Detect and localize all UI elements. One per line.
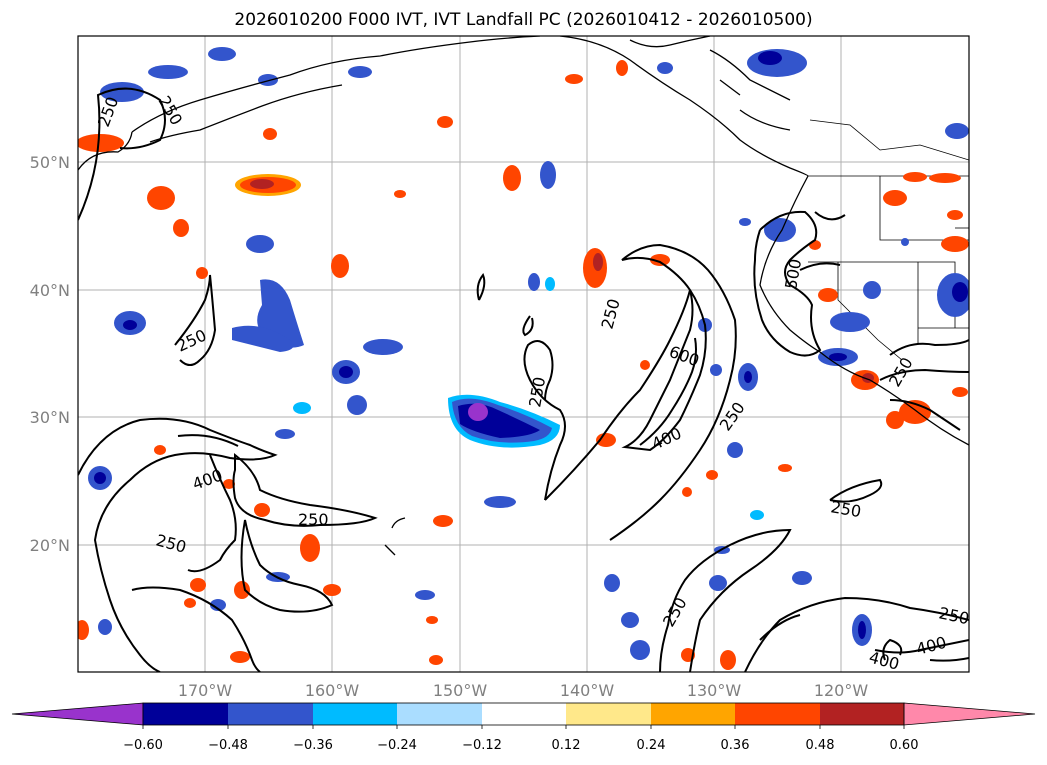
colorbar-segment	[651, 703, 735, 725]
colorbar-segment	[397, 703, 482, 725]
colorbar-extend-high	[903, 702, 1036, 726]
lon-label: 120°W	[814, 681, 869, 700]
lon-label: 170°W	[178, 681, 233, 700]
colorbar-segment	[735, 703, 820, 725]
colorbar-tick-label: 0.48	[806, 738, 835, 753]
colorbar-tick-label: −0.24	[377, 738, 417, 753]
negative-pc-areas	[88, 47, 969, 660]
colorbar-segment	[482, 703, 566, 725]
lat-label: 40°N	[30, 281, 70, 300]
lon-label: 160°W	[305, 681, 360, 700]
lat-label: 30°N	[30, 408, 70, 427]
ivt-contours	[78, 87, 969, 672]
map-border	[77, 35, 970, 673]
lon-label: 140°W	[560, 681, 615, 700]
colorbar-tick-label: −0.60	[123, 738, 163, 753]
colorbar-tick-label: 0.24	[637, 738, 666, 753]
colorbar-segment	[313, 703, 397, 725]
lat-label: 50°N	[30, 153, 70, 172]
coastlines	[78, 36, 969, 556]
colorbar-extend-low	[11, 702, 144, 726]
lat-label: 20°N	[30, 536, 70, 555]
colorbar: −0.60 −0.48 −0.36 −0.24 −0.12 0.12 0.24 …	[11, 702, 1036, 753]
colorbar-tick-label: 0.60	[890, 738, 919, 753]
colorbar-tick-label: 0.12	[552, 738, 581, 753]
lon-label: 130°W	[687, 681, 742, 700]
colorbar-segment	[820, 703, 904, 725]
latitude-labels: 50°N 40°N 30°N 20°N	[30, 153, 70, 555]
colorbar-segment	[228, 703, 313, 725]
colorbar-tick-label: −0.36	[293, 738, 333, 753]
longitude-labels: 170°W 160°W 150°W 140°W 130°W 120°W	[178, 681, 869, 700]
colorbar-tick-label: −0.48	[208, 738, 248, 753]
colorbar-segment	[566, 703, 651, 725]
lon-label: 150°W	[433, 681, 488, 700]
colorbar-tick-label: 0.36	[721, 738, 750, 753]
colorbar-segment	[143, 703, 228, 725]
chart-title: 2026010200 F000 IVT, IVT Landfall PC (20…	[234, 10, 813, 30]
colorbar-tick-label: −0.12	[462, 738, 502, 753]
graticule	[78, 36, 969, 672]
contour-label: 250	[298, 510, 329, 529]
